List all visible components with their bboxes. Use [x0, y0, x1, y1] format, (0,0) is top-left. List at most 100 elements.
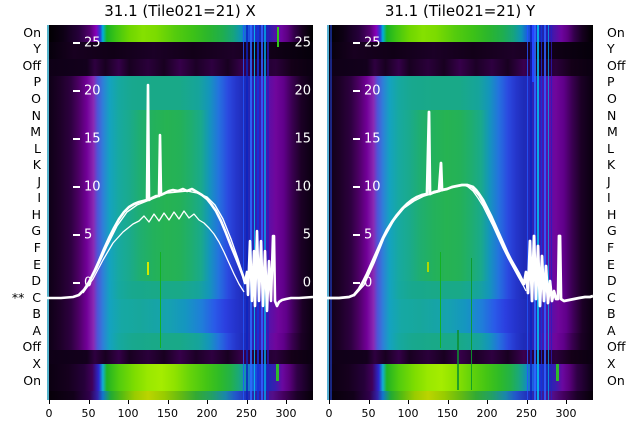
- artifact-stripe: [246, 25, 248, 400]
- row-label: L: [34, 140, 41, 156]
- row-label: ** C: [11, 289, 41, 305]
- heatmap-row-f: [327, 247, 593, 265]
- row-label: P: [607, 74, 615, 90]
- y-tick-mark: [353, 186, 360, 188]
- x-tick-mark: [408, 400, 409, 404]
- row-label: K: [607, 157, 616, 173]
- y-tick-label: 20: [364, 83, 381, 99]
- artifact-stripe: [439, 252, 442, 348]
- artifact-stripe: [257, 25, 259, 400]
- heatmap-row-c: [327, 298, 593, 316]
- artifact-stripe: [457, 330, 459, 390]
- y-tick-label: 10: [364, 179, 381, 195]
- artifact-stripe: [276, 364, 279, 381]
- row-label: P: [33, 74, 41, 90]
- artifact-stripe: [277, 27, 279, 47]
- panel-title-x: 31.1 (Tile021=21) X: [104, 2, 256, 20]
- x-tick-mark: [167, 400, 169, 404]
- row-label: O: [31, 90, 41, 106]
- heatmap-row-a: [327, 332, 593, 350]
- artifact-stripe: [253, 25, 256, 400]
- row-label: A: [32, 322, 41, 338]
- y-tick-mark: [73, 234, 80, 236]
- y-tick-label: 20: [84, 83, 101, 99]
- heatmap-row-on: [327, 25, 593, 43]
- heatmap-row-o: [327, 93, 593, 111]
- row-label: J: [37, 173, 41, 189]
- y-tick-label-mirror: 25: [294, 35, 311, 51]
- row-labels-left: On Y Off P O N M L K J I H G F E D ** C B A Off X On: [0, 25, 41, 389]
- x-tick-label: 250: [236, 407, 257, 420]
- row-label: L: [607, 140, 614, 156]
- row-label: D: [607, 273, 617, 289]
- heatmap-row-on: [327, 390, 593, 400]
- artifact-stripe: [544, 25, 546, 400]
- y-tick-label-mirror: 15: [294, 131, 311, 147]
- row-label: On: [23, 372, 41, 388]
- row-label: K: [32, 157, 41, 173]
- row-label: M: [607, 124, 618, 140]
- heatmap-row-on: [47, 390, 313, 400]
- y-tick-label: 15: [364, 131, 381, 147]
- artifact-stripe: [530, 25, 532, 400]
- row-label: A: [607, 322, 616, 338]
- heatmap-row-off: [327, 349, 593, 364]
- y-tick-mark: [353, 138, 360, 140]
- row-label: F: [33, 240, 41, 255]
- y-tick-label: 25: [84, 35, 101, 51]
- artifact-stripe: [330, 25, 332, 400]
- x-tick-mark: [286, 400, 287, 404]
- row-label: J: [607, 173, 611, 189]
- curve-main: [47, 83, 313, 313]
- row-labels-right: On Y Off P O N M L K J I H G F E D C B A Off X On: [607, 25, 640, 389]
- artifact-stripe: [327, 25, 329, 400]
- artifact-stripe: [427, 262, 429, 272]
- x-tick-mark: [329, 400, 330, 404]
- bandpass-curves: [327, 110, 593, 308]
- heatmap-row-p: [327, 76, 593, 94]
- x-tick-mark: [128, 400, 129, 404]
- curve-lower: [466, 185, 527, 292]
- row-label: N: [31, 107, 41, 123]
- y-tick-label: 0: [364, 275, 373, 291]
- artifact-stripe: [249, 25, 252, 400]
- row-label: On: [607, 372, 625, 388]
- heatmap-row-k: [327, 161, 593, 179]
- artifact-stripe: [526, 25, 529, 400]
- x-tick-label: 50: [81, 407, 96, 420]
- row-label: X: [32, 355, 41, 371]
- heatmap-row-m: [327, 127, 593, 145]
- artifact-stripe: [264, 25, 266, 400]
- row-label: H: [607, 206, 617, 222]
- curve-upper: [353, 184, 524, 297]
- artifact-stripe: [159, 252, 162, 348]
- artifact-stripe: [533, 25, 536, 400]
- y-tick-mark: [73, 186, 80, 188]
- y-tick-mark: [73, 42, 80, 44]
- x-tick-label: 150: [157, 407, 178, 420]
- heatmap-row-g: [327, 230, 593, 248]
- row-label: H: [31, 206, 41, 222]
- row-label: Y: [607, 41, 615, 57]
- row-label: I: [37, 190, 41, 206]
- x-tick-mark: [526, 400, 528, 404]
- row-label: B: [607, 306, 616, 322]
- row-label: G: [607, 223, 617, 239]
- x-tick-mark: [487, 400, 488, 404]
- x-tick-mark: [88, 400, 90, 404]
- y-tick-mark: [353, 42, 360, 44]
- y-tick-label: 0: [84, 275, 93, 291]
- artifact-stripe: [532, 25, 534, 82]
- curve-wiggle: [82, 210, 245, 294]
- heatmap-row-l: [327, 144, 593, 162]
- y-tick-mark: [73, 90, 80, 92]
- heatmap-row-b: [327, 315, 593, 333]
- artifact-stripe: [550, 25, 553, 400]
- x-tick-mark: [447, 400, 449, 404]
- bandpass-curves: [47, 83, 313, 313]
- artifact-stripe: [242, 25, 245, 400]
- row-label: D: [31, 273, 41, 289]
- artifact-stripe: [267, 25, 269, 400]
- x-tick-mark: [566, 400, 567, 404]
- row-label: N: [607, 107, 617, 123]
